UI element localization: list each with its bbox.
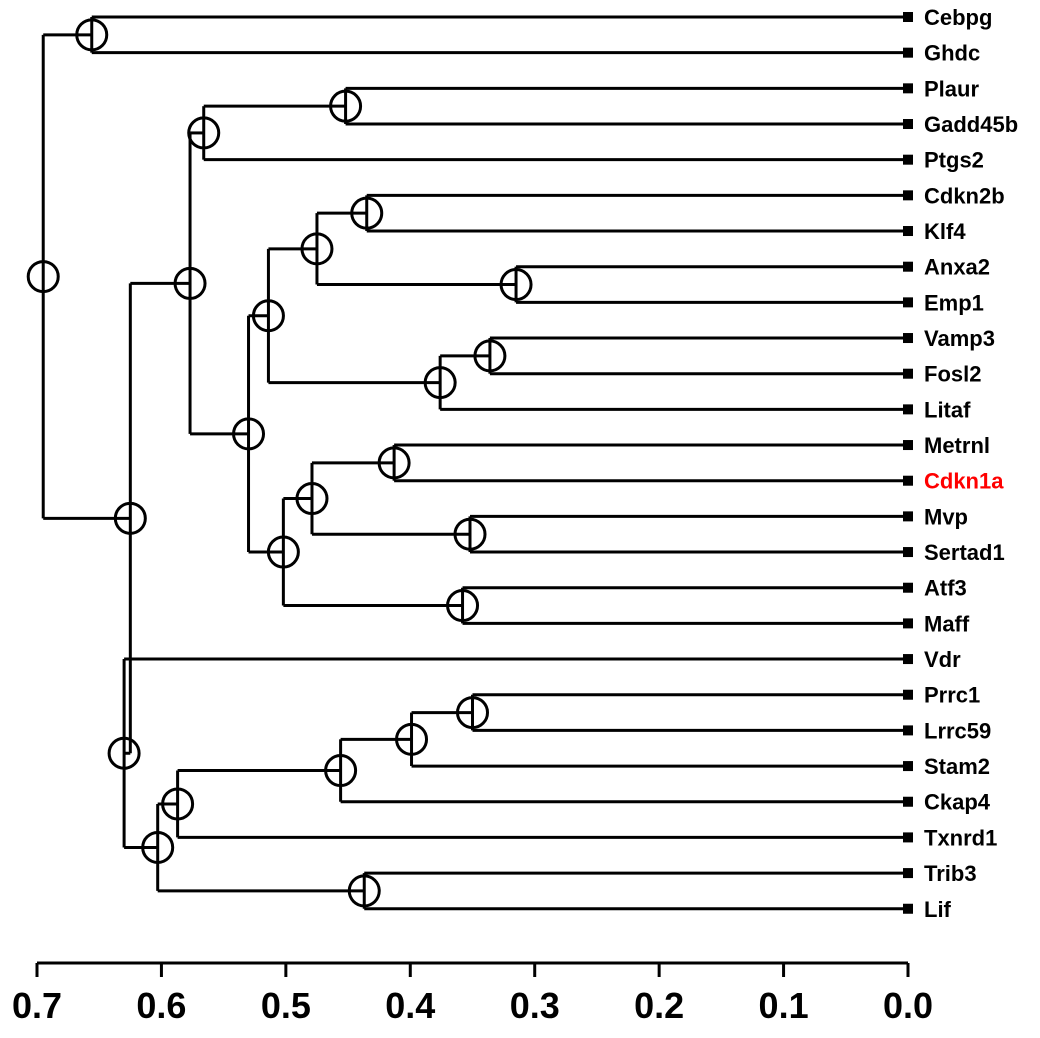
leaf-marker [903, 119, 913, 130]
node-circle-m_klm [232, 417, 266, 451]
leaf-marker [903, 297, 913, 308]
leaf-marker [903, 832, 913, 843]
node-circle-m_ms [295, 482, 329, 516]
node-circle-m_metrnl_cdkn1a [377, 446, 411, 480]
x-tick-label: 0.6 [136, 985, 186, 1026]
leaf-marker [903, 226, 913, 237]
leaf-marker [903, 83, 913, 94]
leaf-marker [903, 368, 913, 379]
leaf-label-ghdc: Ghdc [924, 41, 980, 66]
node-circle-m_root [26, 260, 60, 294]
x-tick-label: 0.2 [634, 985, 684, 1026]
leaf-label-emp1: Emp1 [924, 290, 984, 315]
leaf-label-fosl2: Fosl2 [924, 362, 981, 387]
node-circle-m_atf3_maff [446, 589, 480, 623]
node-circle-m_litaf [423, 366, 457, 400]
leaf-marker [903, 689, 913, 700]
leaf-label-ptgs2: Ptgs2 [924, 148, 984, 173]
leaf-label-lif: Lif [924, 897, 952, 922]
node-circle-m_txnrd1 [161, 787, 195, 821]
node-circle-m_cebpg_ghdc [75, 18, 109, 52]
node-circle-m_ckap4 [324, 754, 358, 788]
node-circle-m_cdkn2b_klf4 [350, 196, 384, 230]
leaf-label-mvp: Mvp [924, 504, 968, 529]
leaf-marker [903, 475, 913, 486]
leaf-label-ckap4: Ckap4 [924, 790, 991, 815]
dendrogram-nodes [26, 18, 533, 908]
node-circle-m_mid [113, 501, 147, 535]
leaf-marker [903, 404, 913, 415]
leaf-label-litaf: Litaf [924, 397, 971, 422]
leaf-label-lrrc59: Lrrc59 [924, 718, 991, 743]
leaf-marker [903, 190, 913, 201]
leaf-label-maff: Maff [924, 611, 970, 636]
dendrogram-links [41, 15, 908, 911]
leaf-label-vamp3: Vamp3 [924, 326, 995, 351]
leaf-marker [903, 618, 913, 629]
leaf-marker [903, 725, 913, 736]
node-circle-m_vdr_bottom [107, 736, 141, 770]
leaf-marker [903, 582, 913, 593]
leaf-label-gadd45b: Gadd45b [924, 112, 1018, 137]
leaf-marker [903, 761, 913, 772]
leaf-label-metrnl: Metrnl [924, 433, 990, 458]
x-axis: 0.7 0.6 0.5 0.4 0.3 0.2 0.1 0.0 [12, 961, 933, 1026]
node-circle-m_kl [251, 299, 285, 333]
leaf-marker [903, 333, 913, 344]
leaf-label-cdkn2b: Cdkn2b [924, 183, 1005, 208]
x-tick-label: 0.4 [385, 985, 435, 1026]
x-tick-label: 0.7 [12, 985, 62, 1026]
leaf-label-klf4: Klf4 [924, 219, 966, 244]
leaf-label-sertad1: Sertad1 [924, 540, 1005, 565]
node-circle-m_msa [266, 535, 300, 569]
leaf-marker [903, 12, 913, 22]
x-tick-label: 0.5 [261, 985, 311, 1026]
leaf-label-prrc1: Prrc1 [924, 683, 980, 708]
x-tick-label: 0.3 [510, 985, 560, 1026]
leaf-marker [903, 511, 913, 522]
leaf-label-stam2: Stam2 [924, 754, 990, 779]
leaf-marker [903, 654, 913, 665]
leaf-label-vdr: Vdr [924, 647, 961, 672]
node-circle-m_trib3_lif [347, 874, 381, 908]
leaf-label-cebpg: Cebpg [924, 5, 992, 30]
node-circle-m_ptgs [187, 116, 221, 150]
node-circle-m_k [300, 232, 334, 266]
leaf-label-txnrd1: Txnrd1 [924, 825, 997, 850]
node-circle-m_big [173, 266, 207, 300]
node-circle-m_stam2 [395, 722, 429, 756]
leaf-label-cdkn1a: Cdkn1a [924, 469, 1004, 494]
x-tick-label: 0.0 [883, 985, 933, 1026]
x-tick-label: 0.1 [759, 985, 809, 1026]
node-circle-m_prrc1_lrrc59 [456, 696, 489, 730]
node-circle-m_vamp3_fosl2 [473, 339, 507, 373]
leaf-marker [903, 261, 913, 272]
node-circle-m_plaur_gadd [329, 89, 363, 123]
leaf-label-trib3: Trib3 [924, 861, 977, 886]
leaf-marker [903, 440, 913, 451]
leaf-label-plaur: Plaur [924, 76, 979, 101]
leaf-marker [903, 796, 913, 807]
leaf-labels: Cebpg Ghdc Plaur Gadd45b Ptgs2 Cdkn2b Klf4 Anxa… [903, 5, 1018, 922]
leaf-marker [903, 47, 913, 58]
leaf-marker [903, 903, 913, 914]
node-circle-m_mvp_sertad1 [453, 517, 487, 551]
leaf-marker [903, 547, 913, 558]
leaf-marker [903, 868, 913, 879]
leaf-label-anxa2: Anxa2 [924, 255, 990, 280]
leaf-marker [903, 154, 913, 165]
leaf-label-atf3: Atf3 [924, 576, 967, 601]
node-circle-m_anxa2_emp1 [499, 268, 533, 302]
node-circle-m_bottom [141, 830, 175, 864]
